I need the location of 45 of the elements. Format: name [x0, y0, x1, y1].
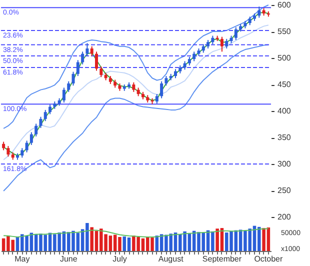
x-tick-label: June [60, 254, 78, 264]
candlestick [30, 132, 33, 146]
candlestick [67, 80, 70, 92]
candlestick [174, 68, 177, 79]
candlestick [44, 109, 47, 122]
candlestick [72, 71, 75, 86]
y-tick-label: 200 [278, 212, 292, 222]
candlestick [48, 104, 52, 115]
candlestick [192, 51, 196, 62]
candlestick [81, 51, 84, 65]
x-tick-label: August [158, 254, 184, 264]
candlestick [234, 26, 238, 40]
candlestick [95, 51, 98, 72]
x-tick-label: September [202, 254, 242, 264]
candlestick [34, 123, 38, 137]
y-tick-label: 300 [278, 160, 292, 168]
candlestick [90, 46, 94, 56]
y-tick-label: 250 [278, 186, 292, 195]
y-tick-label: 600 [278, 0, 292, 10]
y-tick-label: 500 [278, 54, 292, 62]
candlestick [6, 145, 10, 158]
candlestick [220, 36, 224, 52]
candlestick [39, 116, 42, 128]
candlestick [155, 94, 158, 104]
candlestick [100, 66, 103, 78]
line-series [3, 4, 269, 129]
candlestick [86, 42, 89, 56]
bar [122, 236, 126, 251]
x-tick-label: July [112, 254, 127, 264]
candlestick [160, 80, 164, 99]
candlestick [258, 6, 261, 18]
candlestick [164, 76, 168, 86]
y-tick-label: 350 [278, 133, 292, 142]
candlestick [20, 148, 24, 158]
candlestick [132, 82, 136, 92]
x-tick-label: October [254, 254, 284, 264]
candlestick [25, 140, 28, 153]
candlestick [225, 38, 228, 49]
y-tick-label: 450 [278, 80, 292, 89]
x-tick-label: May [14, 254, 30, 264]
bar [127, 238, 131, 251]
y-tick-label: 550 [278, 27, 292, 36]
y-tick-label: 400 [278, 106, 292, 116]
candlestick [62, 87, 66, 104]
candlestick [76, 60, 80, 77]
